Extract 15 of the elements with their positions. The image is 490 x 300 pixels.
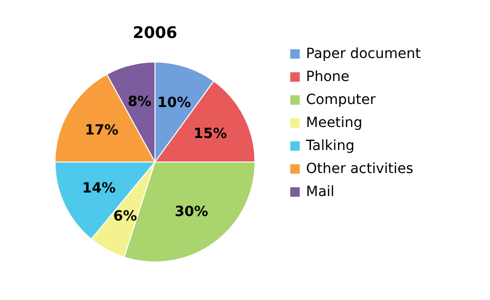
data-label: 17% [84,122,118,138]
legend-label: Paper document [306,46,422,62]
chart-title: 2006 [132,23,178,42]
data-label: 15% [193,126,227,142]
legend-label: Other activities [306,161,414,177]
legend-label: Mail [306,184,334,200]
legend-label: Meeting [306,115,362,131]
data-label: 6% [113,208,138,224]
legend-label: Talking [305,138,354,154]
data-label: 10% [157,95,191,112]
data-label: 8% [128,94,152,110]
legend-label: Computer [306,92,376,108]
data-label: 30% [174,204,208,220]
data-label: 14% [82,180,116,196]
legend-label: Phone [306,69,350,85]
